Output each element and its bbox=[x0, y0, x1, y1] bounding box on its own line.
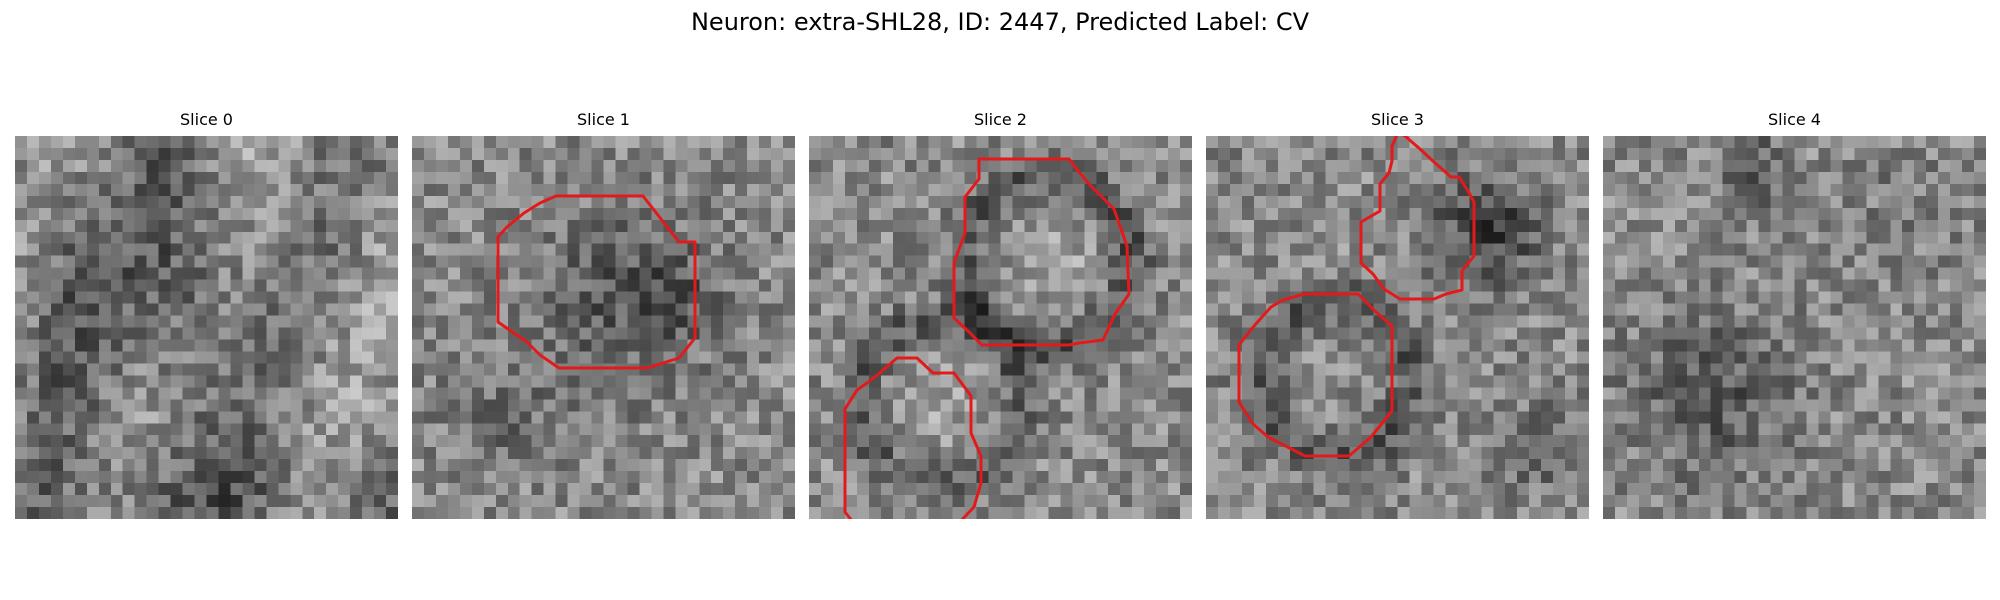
slice-3-title: Slice 3 bbox=[1371, 110, 1424, 129]
slice-0-image bbox=[15, 136, 398, 519]
slice-2-image bbox=[809, 136, 1192, 519]
slice-0-canvas bbox=[15, 136, 398, 519]
slice-1-image bbox=[412, 136, 795, 519]
slice-4-image bbox=[1603, 136, 1986, 519]
slice-4-panel: Slice 4 bbox=[1603, 108, 1986, 519]
figure-title: Neuron: extra-SHL28, ID: 2447, Predicted… bbox=[690, 8, 1310, 36]
slice-3-panel: Slice 3 bbox=[1206, 108, 1589, 519]
slice-0-panel: Slice 0 bbox=[15, 108, 398, 519]
slice-1-panel: Slice 1 bbox=[412, 108, 795, 519]
slice-2-canvas bbox=[809, 136, 1192, 519]
slice-2-title: Slice 2 bbox=[974, 110, 1027, 129]
slice-2-panel: Slice 2 bbox=[809, 108, 1192, 519]
slice-4-canvas bbox=[1603, 136, 1986, 519]
slice-0-title: Slice 0 bbox=[180, 110, 233, 129]
slice-3-image bbox=[1206, 136, 1589, 519]
slice-4-title: Slice 4 bbox=[1768, 110, 1821, 129]
slice-3-canvas bbox=[1206, 136, 1589, 519]
slice-1-canvas bbox=[412, 136, 795, 519]
slice-1-title: Slice 1 bbox=[577, 110, 630, 129]
